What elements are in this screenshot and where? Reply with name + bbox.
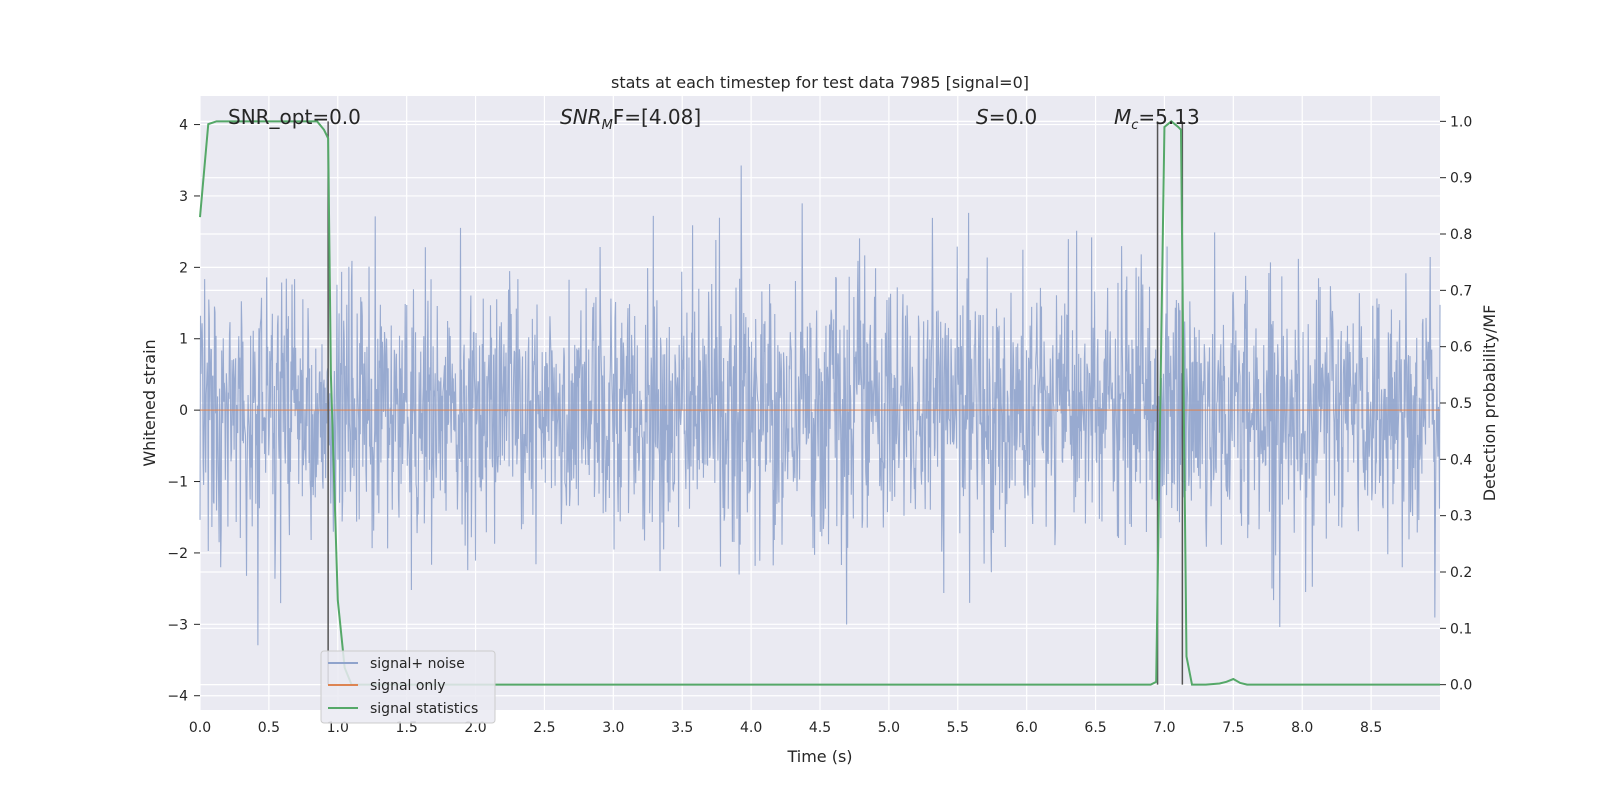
y2-axis-ticks: 1.0 0.9 0.8 0.7 0.6 0.5 0.4 0.3 0.2 0.1 0.0 — [1440, 114, 1472, 694]
annotation-snr-mf: SNRMF=[4.08] — [560, 105, 701, 133]
x-tick-label: 7.5 — [1222, 720, 1244, 736]
y-tick-label: −4 — [167, 689, 188, 705]
chart-title: stats at each timestep for test data 798… — [611, 73, 1029, 92]
y2-tick-label: 0.3 — [1450, 509, 1472, 525]
y-axis-ticks: 4 3 2 1 0 −1 −2 −3 −4 — [167, 118, 200, 705]
y2-tick-label: 0.2 — [1450, 565, 1472, 581]
noise-line — [199, 165, 1441, 646]
x-tick-label: 3.0 — [602, 720, 624, 736]
annotation-mc-sub: c — [1131, 118, 1138, 133]
y-tick-label: −2 — [167, 546, 188, 562]
x-axis-label: Time (s) — [786, 747, 852, 766]
annotation-s-main: S — [976, 105, 989, 129]
y2-tick-label: 0.5 — [1450, 396, 1472, 412]
x-tick-label: 0.0 — [189, 720, 211, 736]
signal-noise-series — [199, 165, 1441, 646]
legend-box — [320, 650, 496, 724]
y-tick-label: −1 — [167, 475, 188, 491]
y-axis-label: Whitened strain — [140, 339, 159, 466]
annotation-snr-mf-sub: M — [602, 118, 613, 133]
y2-tick-label: 0.7 — [1450, 283, 1472, 299]
annotation-mc-rest: =5.13 — [1138, 105, 1199, 129]
x-tick-label: 2.0 — [464, 720, 486, 736]
y-tick-label: −3 — [167, 617, 188, 633]
y-tick-label: 4 — [179, 118, 188, 134]
x-tick-label: 5.0 — [878, 720, 900, 736]
y2-tick-label: 0.9 — [1450, 171, 1472, 187]
x-tick-label: 6.0 — [1016, 720, 1038, 736]
x-tick-label: 1.0 — [327, 720, 349, 736]
x-tick-label: 2.5 — [533, 720, 555, 736]
x-tick-label: 0.5 — [258, 720, 280, 736]
x-tick-label: 7.0 — [1153, 720, 1175, 736]
y2-tick-label: 1.0 — [1450, 114, 1472, 130]
x-tick-label: 4.0 — [740, 720, 762, 736]
annotation-mc: Mc=5.13 — [1114, 105, 1200, 133]
y2-tick-label: 0.4 — [1450, 452, 1472, 468]
x-axis-ticks: 0.0 0.5 1.0 1.5 2.0 2.5 3.0 3.5 4.0 4.5 5.0 5.5 6.0 6… — [189, 720, 1382, 736]
y-tick-label: 0 — [179, 403, 188, 419]
x-tick-label: 8.0 — [1291, 720, 1313, 736]
x-tick-label: 8.5 — [1360, 720, 1382, 736]
y2-tick-label: 0.6 — [1450, 340, 1472, 356]
statistics-line — [199, 120, 1440, 686]
x-tick-label: 5.5 — [947, 720, 969, 736]
legend-label-statistics: signal statistics — [370, 701, 478, 717]
y-tick-label: 2 — [179, 260, 188, 276]
y2-tick-label: 0.0 — [1450, 678, 1472, 694]
signal-statistics-series — [199, 120, 1440, 686]
x-tick-label: 4.5 — [809, 720, 831, 736]
y-tick-label: 3 — [179, 189, 188, 205]
y-tick-label: 1 — [179, 332, 188, 348]
legend: signal+ noise signal only signal statist… — [320, 650, 496, 724]
y2-tick-label: 0.1 — [1450, 621, 1472, 637]
y2-tick-label: 0.8 — [1450, 227, 1472, 243]
annotation-snr-mf-rest: F=[4.08] — [613, 105, 701, 129]
annotation-s: S=0.0 — [976, 105, 1037, 129]
legend-label-noise: signal+ noise — [370, 656, 465, 672]
x-tick-label: 3.5 — [671, 720, 693, 736]
annotation-mc-main: M — [1114, 105, 1131, 129]
y2-axis-label: Detection probability/MF — [1480, 305, 1499, 502]
legend-label-signal-only: signal only — [370, 678, 445, 694]
annotation-snr-mf-main: SNR — [560, 105, 602, 129]
annotation-s-rest: =0.0 — [989, 105, 1038, 129]
x-tick-label: 6.5 — [1084, 720, 1106, 736]
annotation-snr-opt: SNR_opt=0.0 — [228, 105, 361, 129]
x-tick-label: 1.5 — [396, 720, 418, 736]
